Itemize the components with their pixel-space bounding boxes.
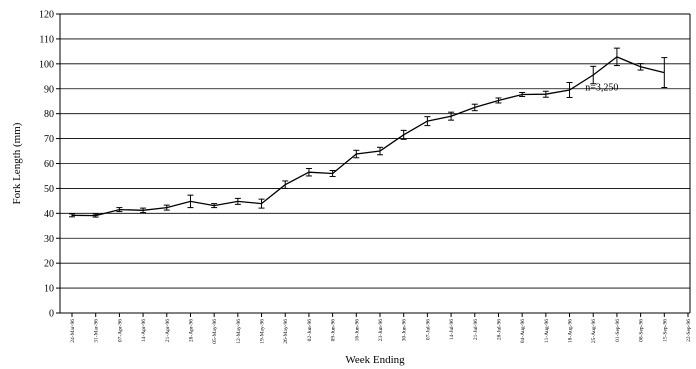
x-tick-label: 01-Sep-96 (615, 319, 621, 342)
y-tick-label: 80 (44, 109, 54, 120)
y-tick-label: 10 (44, 284, 54, 295)
y-axis-ticks: 0 10 20 30 40 50 60 70 80 90 100 110 120 (39, 10, 60, 320)
x-tick-label: 14-Jul-96 (449, 319, 455, 340)
y-tick-label: 50 (44, 184, 54, 195)
x-tick-label: 18-Aug-96 (568, 319, 574, 343)
y-tick-label: 120 (39, 10, 54, 21)
y-axis-label: Fork Length (mm) (11, 122, 23, 204)
x-axis-label: Week Ending (345, 354, 405, 366)
x-tick-label: 28-Jul-96 (496, 319, 502, 340)
x-tick-label: 04-Aug-96 (520, 319, 526, 343)
x-tick-label: 22-Sep-96 (686, 319, 692, 342)
x-tick-label: 19-May-96 (260, 319, 266, 344)
series-polyline (71, 56, 665, 217)
x-tick-label: 30-Jun-96 (402, 319, 408, 342)
x-tick-label: 21-Apr-96 (165, 319, 171, 342)
x-axis-ticks: 24-Mar-96 31-Mar-96 07-Apr-96 14-Apr-96 21-A… (70, 313, 692, 344)
x-tick-label: 26-May-96 (283, 319, 289, 344)
x-tick-label: 09-Jun-96 (331, 319, 337, 342)
x-tick-label: 07-Jul-96 (425, 319, 431, 340)
y-tick-label: 40 (44, 209, 54, 220)
error-bars (69, 47, 668, 218)
x-tick-label: 28-Apr-96 (188, 319, 194, 342)
y-tick-label: 20 (44, 259, 54, 270)
x-tick-label: 25-Aug-96 (591, 319, 597, 343)
x-tick-label: 23-Jun-96 (378, 319, 384, 342)
x-tick-label: 31-Mar-96 (94, 319, 100, 343)
x-tick-label: 05-May-96 (212, 319, 218, 344)
y-tick-label: 90 (44, 84, 54, 95)
y-tick-label: 30 (44, 234, 54, 245)
y-tick-label: 70 (44, 134, 54, 145)
x-tick-label: 21-Jul-96 (473, 319, 479, 340)
y-tick-label: 100 (39, 59, 54, 70)
y-tick-label: 110 (39, 34, 54, 45)
y-tick-label: 60 (44, 159, 54, 170)
x-tick-label: 07-Apr-96 (117, 319, 123, 342)
x-tick-label: 02-Jun-96 (307, 319, 313, 342)
gridlines (59, 13, 691, 314)
x-tick-label: 08-Sep-96 (639, 319, 645, 342)
series-line (71, 56, 665, 217)
x-tick-label: 15-Sep-96 (662, 319, 668, 342)
y-tick-label: 0 (49, 309, 54, 320)
x-tick-label: 14-Apr-96 (141, 319, 147, 342)
x-tick-label: 11-Aug-96 (544, 319, 550, 343)
annotation-n: n=3,250 (585, 82, 618, 93)
x-tick-label: 24-Mar-96 (70, 319, 76, 343)
x-tick-label: 16-Jun-96 (354, 319, 360, 342)
x-tick-label: 12-May-96 (236, 319, 242, 344)
